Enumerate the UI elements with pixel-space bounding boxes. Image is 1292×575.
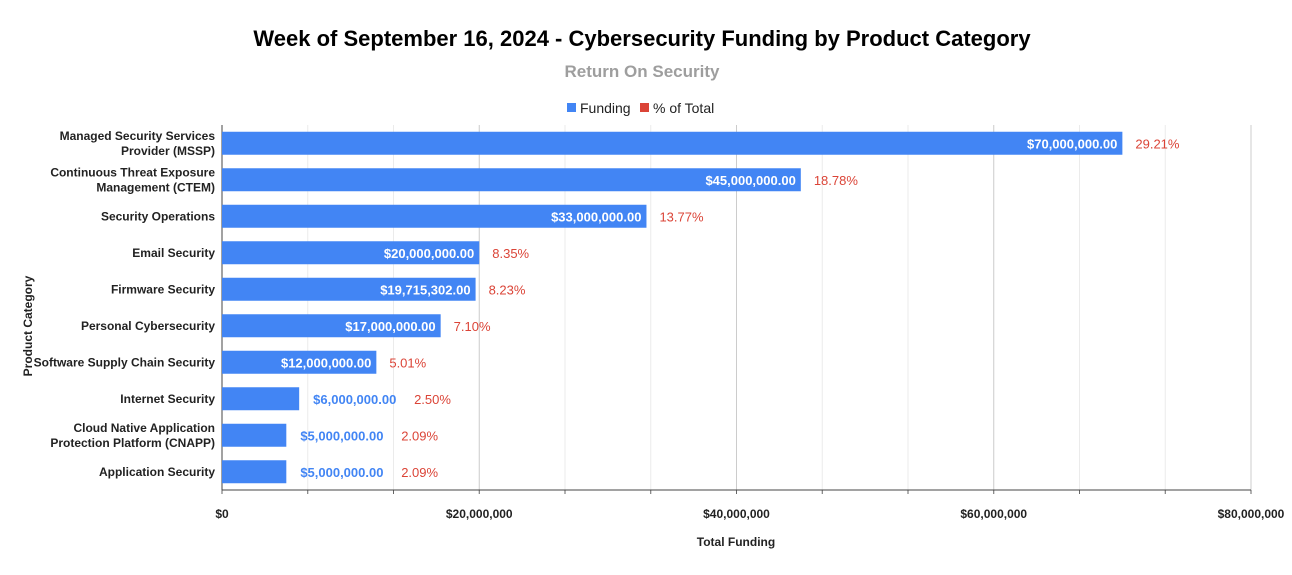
category-label: Cloud Native Application	[73, 421, 215, 435]
x-axis-title: Total Funding	[697, 535, 775, 549]
bar-percent-label: 5.01%	[389, 355, 426, 370]
bar-funding[interactable]	[222, 350, 377, 374]
bar-value-label: $19,715,302.00	[380, 282, 470, 297]
chart-subtitle: Return On Security	[565, 62, 720, 81]
x-tick-label: $0	[215, 507, 229, 521]
bar-value-label: $5,000,000.00	[300, 428, 383, 443]
bar-value-label: $45,000,000.00	[705, 173, 795, 188]
x-tick-label: $60,000,000	[960, 507, 1027, 521]
bar-percent-label: 7.10%	[454, 319, 491, 334]
category-label: Security Operations	[101, 209, 215, 223]
x-tick-label: $20,000,000	[446, 507, 513, 521]
bar-value-label: $20,000,000.00	[384, 246, 474, 261]
x-tick-label: $80,000,000	[1218, 507, 1285, 521]
category-label: Managed Security Services	[60, 129, 216, 143]
bar-percent-label: 2.09%	[401, 428, 438, 443]
bar-percent-label: 18.78%	[814, 173, 859, 188]
bar-funding[interactable]	[222, 277, 476, 301]
bar-percent-label: 29.21%	[1135, 136, 1180, 151]
bar-funding[interactable]	[222, 460, 287, 484]
category-label: Continuous Threat Exposure	[50, 165, 215, 179]
chart-title: Week of September 16, 2024 - Cybersecuri…	[253, 26, 1031, 51]
x-axis-ticks: $0 $20,000,000 $40,000,000 $60,000,000 $80,0…	[215, 507, 1284, 521]
x-tick-label: $40,000,000	[703, 507, 770, 521]
bar-percent-label: 8.35%	[492, 246, 529, 261]
bar-value-label: $12,000,000.00	[281, 355, 371, 370]
bar-percent-label: 2.50%	[414, 392, 451, 407]
category-label: Firmware Security	[111, 282, 215, 296]
legend-swatch-percent	[640, 103, 649, 112]
category-label: Application Security	[99, 465, 215, 479]
category-label: Internet Security	[120, 392, 215, 406]
bar-funding[interactable]	[222, 204, 647, 228]
bar-funding[interactable]	[222, 168, 801, 192]
bar-percent-label: 8.23%	[489, 282, 526, 297]
bar-funding[interactable]	[222, 314, 441, 338]
bar-funding[interactable]	[222, 423, 287, 447]
bar-percent-label: 13.77%	[659, 209, 704, 224]
bar-funding[interactable]	[222, 241, 480, 265]
bar-value-label: $6,000,000.00	[313, 392, 396, 407]
bar-value-label: $5,000,000.00	[300, 465, 383, 480]
legend-swatch-funding	[567, 103, 576, 112]
legend[interactable]: Funding % of Total	[567, 100, 714, 116]
category-label: Provider (MSSP)	[121, 144, 215, 158]
bar-value-label: $17,000,000.00	[345, 319, 435, 334]
bar-value-label: $70,000,000.00	[1027, 136, 1117, 151]
legend-label-percent: % of Total	[653, 100, 714, 116]
bar-percent-label: 2.09%	[401, 465, 438, 480]
legend-label-funding: Funding	[580, 100, 631, 116]
bar-value-label: $33,000,000.00	[551, 209, 641, 224]
category-label: Software Supply Chain Security	[34, 355, 216, 369]
bars: $70,000,000.00 29.21% $45,000,000.00 18.78%…	[222, 131, 1180, 484]
category-label: Personal Cybersecurity	[81, 319, 215, 333]
y-axis-title: Product Category	[21, 275, 35, 376]
category-label: Management (CTEM)	[96, 180, 215, 194]
bar-funding[interactable]	[222, 131, 1123, 155]
category-label: Protection Platform (CNAPP)	[50, 436, 215, 450]
bar-funding[interactable]	[222, 387, 300, 411]
category-label: Email Security	[132, 246, 215, 260]
